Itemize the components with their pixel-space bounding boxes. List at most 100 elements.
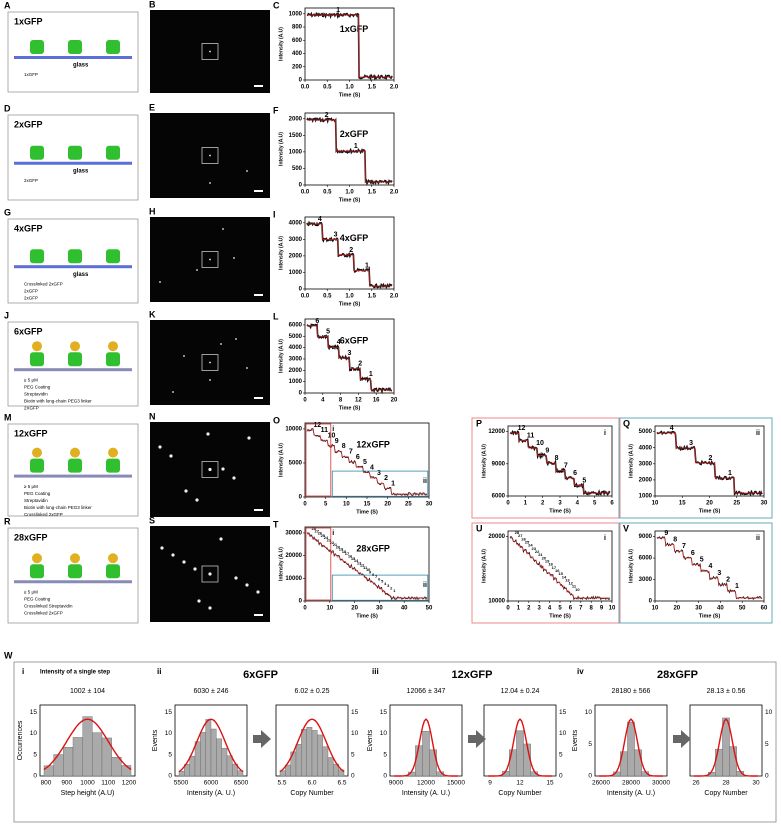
y-tick-label: 10000: [488, 599, 505, 605]
spot: [159, 281, 161, 283]
x-axis-label: Copy Number: [498, 790, 542, 797]
spot: [196, 269, 198, 271]
step-label: 1: [365, 262, 369, 269]
x-tick-label: 900: [61, 780, 72, 787]
y-tick-label: 6000: [639, 556, 653, 562]
step-fit: [307, 119, 392, 183]
x-tick-label: 0: [506, 606, 510, 612]
y-tick-label: 2000: [289, 116, 303, 122]
y-axis-label: Occurrences: [17, 720, 24, 760]
spot: [208, 467, 212, 472]
y-tick-label: 10: [165, 730, 173, 737]
panel-letter: J: [4, 310, 9, 320]
y-axis-label: Events: [367, 729, 374, 751]
x-tick-label: 1200: [122, 780, 137, 787]
step-label: 3: [348, 350, 352, 357]
y-tick-label: 400: [292, 51, 303, 57]
surface: [14, 580, 132, 584]
x-axis-label: Time (S): [549, 508, 571, 514]
x-tick-label: 6500: [234, 780, 249, 787]
hist-bar: [226, 755, 233, 777]
x-tick-label: 26: [692, 780, 700, 787]
x-tick-label: 20: [384, 502, 391, 508]
step-label: 13: [565, 577, 570, 582]
step-label: 23: [531, 546, 536, 551]
step-label: 19: [339, 547, 344, 552]
x-tick-label: 30: [426, 502, 433, 508]
hist-bar: [327, 757, 334, 777]
x-tick-label: 6000: [204, 780, 219, 787]
spot: [209, 258, 211, 261]
gaussian-fit: [43, 718, 132, 771]
schematic-title: 2xGFP: [14, 119, 43, 129]
y-tick-label: 15: [165, 709, 173, 716]
trace: [509, 429, 611, 497]
step-label: 3: [689, 440, 693, 447]
step-label: 6: [573, 470, 577, 477]
hist-bar: [205, 719, 212, 777]
y-tick-label: 3000: [289, 357, 303, 363]
hist-bar: [729, 746, 737, 777]
spot: [209, 361, 211, 364]
step-label: 25: [525, 540, 530, 545]
streptavidin: [70, 341, 80, 352]
step-label: 6: [356, 454, 360, 461]
plot-frame: [654, 530, 765, 602]
x-axis-label: Copy Number: [704, 790, 748, 797]
y-tick-label: 0: [588, 773, 592, 780]
y-tick-label: 6000: [492, 494, 506, 500]
spot: [209, 154, 211, 157]
schematic-title: 1xGFP: [14, 16, 43, 26]
x-tick-label: 12: [355, 398, 362, 404]
y-tick-label: 5: [588, 741, 592, 748]
plot-title: 6xGFP: [340, 336, 369, 346]
x-tick-label: 15000: [447, 780, 465, 787]
step-label: 5: [700, 557, 704, 564]
y-tick-label: 0: [299, 287, 303, 293]
spot: [206, 432, 210, 436]
x-tick-label: 8: [339, 398, 343, 404]
x-tick-label: 1.5: [368, 190, 377, 196]
x-tick-label: 0: [303, 606, 307, 612]
hist-bar: [317, 734, 323, 777]
x-tick-label: 0.0: [301, 294, 310, 300]
schematic-note: Crosslinked Streptavidin: [24, 603, 73, 608]
x-tick-label: 9: [488, 780, 492, 787]
fit-result: 12.04 ± 0.24: [501, 688, 540, 695]
spot: [256, 590, 260, 594]
x-tick-label: 1.5: [368, 85, 377, 91]
gaussian-fit: [599, 718, 663, 777]
schematic-note: 2xGFP: [24, 288, 38, 293]
protein: [106, 145, 120, 160]
streptavidin: [70, 553, 80, 564]
step-label: 12: [360, 563, 365, 568]
y-tick-label: 10: [380, 730, 388, 737]
protein: [30, 40, 44, 54]
schematic-title: 4xGFP: [14, 223, 43, 233]
y-tick-label: 3000: [639, 461, 653, 467]
y-tick-label: 1000: [289, 149, 303, 155]
y-tick-label: 15: [559, 709, 567, 716]
region-tag: ii: [756, 430, 760, 437]
x-tick-label: 6.5: [337, 780, 346, 787]
step-label: 12: [568, 581, 573, 586]
group-numeral: iv: [577, 667, 584, 676]
surface: [14, 368, 132, 372]
spot: [246, 170, 248, 172]
region-tag: i: [332, 530, 334, 537]
plot-frame: [507, 425, 613, 497]
gaussian-fit: [694, 718, 758, 777]
step-label: 1: [369, 371, 373, 378]
step-label: 11: [527, 432, 535, 439]
protein: [30, 249, 44, 264]
step-label: 3: [717, 570, 721, 577]
x-axis-label: Intensity (A. U.): [402, 790, 450, 797]
scale-bar: [254, 85, 263, 87]
x-tick-label: 3: [538, 606, 542, 612]
x-tick-label: 25: [405, 502, 412, 508]
panel-letter: Q: [623, 418, 630, 428]
plot-title: 4xGFP: [340, 233, 369, 243]
y-tick-label: 10: [585, 709, 593, 716]
x-axis-label: Time (S): [699, 613, 721, 619]
panel-letter: K: [149, 309, 156, 319]
